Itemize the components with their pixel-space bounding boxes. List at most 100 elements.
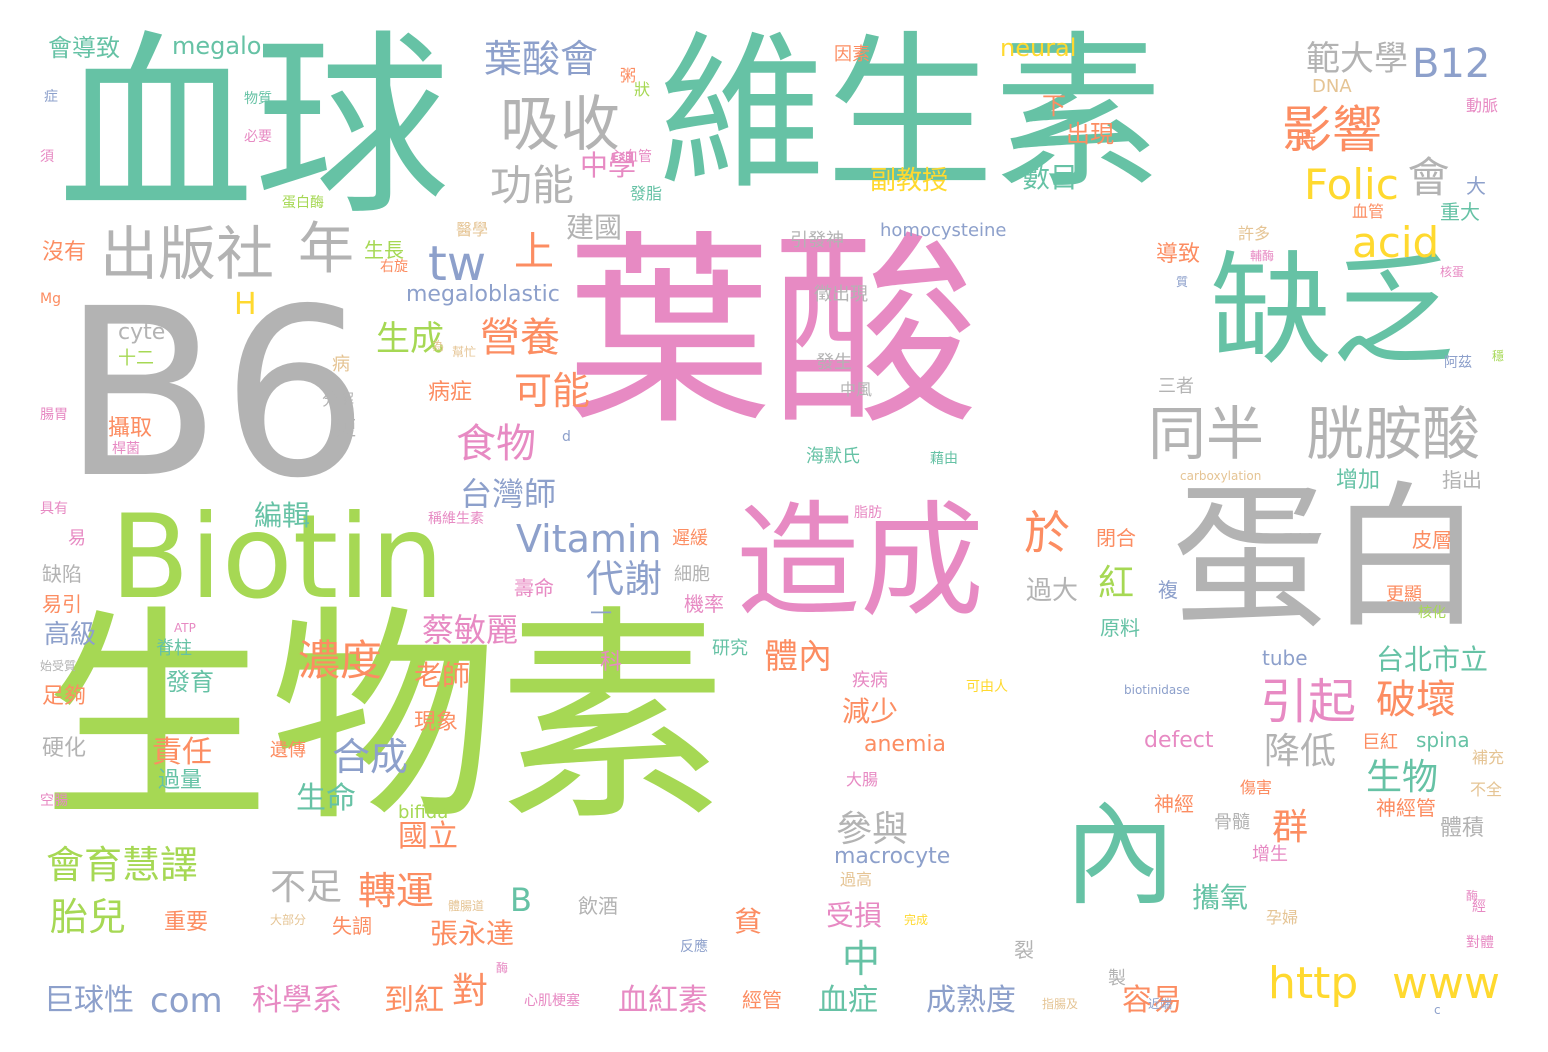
word: 內	[1064, 791, 1176, 921]
word: 上	[514, 229, 554, 275]
word: Vitamin	[516, 517, 662, 561]
word: 發生	[816, 352, 852, 373]
word: 幫忙	[452, 345, 477, 359]
word: 出現	[1066, 120, 1114, 148]
word: 胎兒	[50, 895, 127, 939]
word: 可能	[514, 369, 591, 413]
word: 紅	[1098, 563, 1135, 604]
word: megaloblastic	[406, 282, 560, 307]
word: tw	[428, 236, 487, 292]
word: 增生	[1252, 844, 1288, 865]
word: 細胞	[674, 564, 710, 585]
word: 遺傳	[270, 740, 306, 761]
word: 增加	[1336, 468, 1381, 493]
word: 桿菌	[112, 441, 140, 457]
word: 同半	[1148, 400, 1265, 468]
word: 海默氏	[806, 446, 860, 467]
word: 下	[1042, 92, 1066, 120]
word: 核化	[1418, 605, 1446, 621]
word: 質	[1176, 275, 1189, 289]
word: 攝取	[108, 416, 153, 441]
word: 責任	[152, 735, 212, 770]
word: 神經管	[1376, 796, 1436, 820]
word: 脊柱	[156, 638, 192, 659]
word: 時	[1296, 128, 1316, 152]
word: d	[562, 429, 571, 445]
word: 胱胺酸	[1306, 400, 1481, 468]
word: homocysteine	[880, 220, 1007, 241]
word: 不全	[1470, 780, 1503, 799]
word: 經	[1472, 899, 1486, 915]
word: 裂	[1014, 938, 1034, 962]
word: Folic	[1304, 160, 1399, 209]
word: 濃度	[298, 636, 383, 685]
word: 許多	[1238, 224, 1271, 243]
word: anemia	[864, 732, 946, 757]
word: 輔酶	[1250, 249, 1275, 263]
word: 遲緩	[672, 528, 708, 549]
word: 會育慧譯	[46, 843, 199, 887]
word: 葉酸	[566, 213, 979, 453]
word: 神經	[1154, 792, 1194, 816]
word: 引起	[1260, 674, 1357, 730]
word: 成熟度	[926, 983, 1016, 1018]
word: http	[1268, 958, 1359, 1009]
word: 指腸及	[1042, 997, 1079, 1011]
word: 吸收	[500, 90, 620, 160]
word: 足夠	[42, 684, 87, 709]
word: 缺陷	[42, 562, 82, 586]
word: 大部分	[270, 913, 307, 927]
word: 貧	[734, 905, 763, 938]
word: 腸胃	[40, 407, 68, 423]
word: 出版社	[100, 220, 275, 288]
word: 減少	[842, 695, 899, 728]
word: 科學系	[252, 983, 342, 1018]
word: 三者	[1158, 376, 1194, 397]
word: 病症	[428, 380, 473, 405]
word: B	[510, 881, 532, 919]
word: 失調	[332, 914, 372, 938]
word: 酶	[1466, 889, 1479, 903]
word: 範大學	[1306, 39, 1408, 79]
word: 疾病	[852, 670, 888, 691]
word: 阿茲	[1444, 355, 1472, 371]
word: 生長	[364, 238, 404, 262]
word: 血管	[1352, 202, 1385, 221]
word: 年	[298, 217, 354, 282]
word: 必要	[244, 129, 272, 145]
word: cyte	[118, 320, 166, 345]
word: 稱維生素	[428, 511, 484, 527]
word: 原料	[1100, 616, 1140, 640]
word: 分解	[322, 390, 355, 409]
word: 重要	[164, 910, 209, 935]
word: 食物	[456, 421, 536, 467]
word: 體腸道	[448, 899, 485, 913]
word: 酶	[496, 961, 509, 975]
word: 徵出現	[814, 284, 868, 305]
word: 導致	[1156, 242, 1201, 267]
word: 硬化	[42, 736, 87, 761]
word: 複	[1158, 578, 1178, 602]
word: 代謝	[586, 557, 663, 601]
word: spina	[1416, 728, 1470, 752]
word: 引發神	[790, 230, 844, 251]
word: 孕婦	[1266, 908, 1299, 927]
word: 空腸	[40, 793, 68, 809]
word: 症	[44, 89, 58, 105]
word: 高級	[44, 620, 97, 650]
word: 生物素	[42, 586, 726, 852]
word: 動脈	[1466, 96, 1499, 115]
word: ATP	[174, 621, 196, 635]
word: 發脂	[630, 184, 663, 203]
word: 物質	[244, 91, 272, 107]
word: 功能	[490, 161, 575, 210]
word: 生成	[376, 319, 444, 359]
word: 沒有	[42, 240, 87, 265]
word: 維生素	[658, 16, 1162, 212]
word: 蛋白	[1172, 467, 1484, 649]
word: 缺乏	[1210, 240, 1454, 382]
word: 右旋	[380, 259, 408, 275]
word: 攜氧	[1192, 881, 1249, 914]
word: 編輯	[254, 499, 311, 532]
